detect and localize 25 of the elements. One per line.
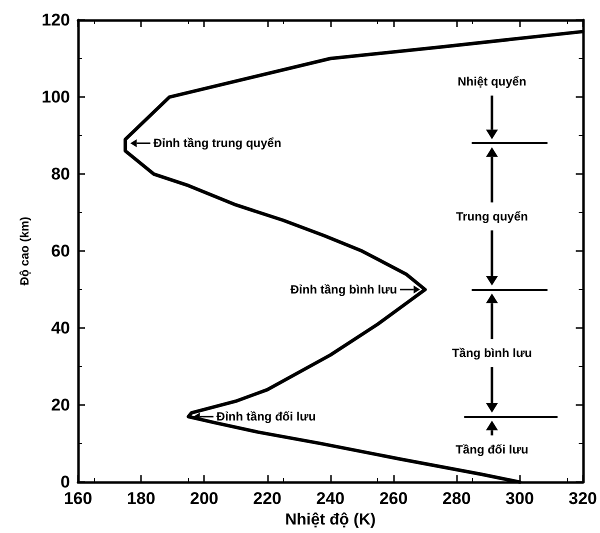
annotation: Tầng đối lưu bbox=[456, 442, 528, 456]
annotation: Đỉnh tầng bình lưu bbox=[290, 282, 398, 297]
y-axis-title: Độ cao (km) bbox=[18, 216, 32, 286]
y-tick-label: 60 bbox=[51, 242, 70, 261]
y-tick-label: 100 bbox=[42, 88, 70, 107]
x-tick-label: 320 bbox=[568, 489, 598, 508]
annotation: Đỉnh tầng đối lưu bbox=[216, 410, 316, 424]
y-tick-label: 80 bbox=[51, 164, 70, 184]
y-tick-label: 40 bbox=[51, 318, 70, 338]
annotation: Nhiệt quyển bbox=[458, 74, 526, 89]
x-tick-label: 220 bbox=[253, 489, 282, 508]
annotation: Trung quyển bbox=[456, 209, 528, 224]
y-tick-label: 0 bbox=[60, 472, 70, 492]
x-axis-title: Nhiệt độ (K) bbox=[285, 512, 376, 528]
x-tick-label: 200 bbox=[190, 489, 218, 508]
y-tick-label: 120 bbox=[42, 10, 70, 30]
x-tick-label: 180 bbox=[126, 489, 156, 508]
annotation: Đỉnh tầng trung quyển bbox=[153, 136, 282, 150]
x-tick-label: 160 bbox=[64, 489, 92, 508]
annotation: Tầng bình lưu bbox=[452, 346, 532, 360]
x-tick-label: 280 bbox=[442, 489, 471, 508]
y-tick-label: 20 bbox=[51, 396, 70, 415]
x-tick-label: 240 bbox=[316, 489, 345, 508]
x-tick-label: 300 bbox=[506, 489, 534, 508]
x-tick-label: 260 bbox=[379, 489, 408, 508]
